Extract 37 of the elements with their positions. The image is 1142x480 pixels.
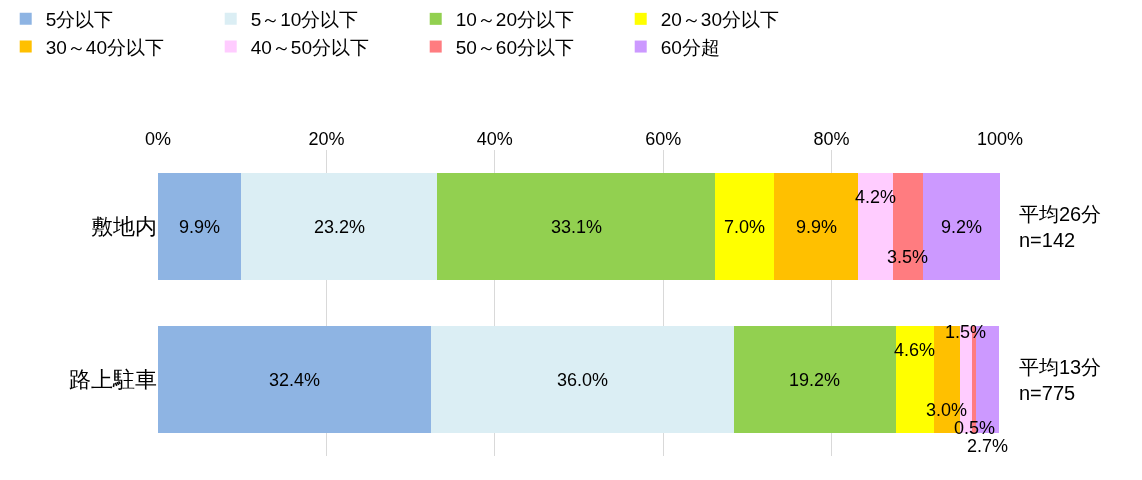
data-label: 32.4% [269, 370, 321, 390]
legend-label: 60分超 [660, 36, 720, 58]
data-label: 7.0% [724, 217, 766, 237]
bar [715, 172, 775, 281]
y-tick-label: 路上駐車 [69, 367, 157, 393]
x-tick-label: 100% [976, 129, 1024, 150]
x-tick-label: 20% [308, 129, 345, 150]
data-label: 33.1% [551, 217, 603, 237]
x-tick-label: 40% [476, 129, 513, 150]
bar [158, 172, 242, 281]
bar [158, 325, 431, 434]
legend-label: 5～10分以下 [250, 9, 359, 31]
data-label: 9.9% [179, 217, 221, 237]
bar [241, 172, 437, 281]
data-label: 23.2% [314, 217, 366, 237]
x-tick-label: 60% [645, 129, 682, 150]
legend-label: 30～40分以下 [45, 36, 164, 58]
data-label: 2.7% [967, 436, 1009, 456]
data-label: 3.5% [887, 247, 929, 267]
data-label: 36.0% [557, 370, 609, 390]
legend-label: 10～20分以下 [455, 9, 574, 31]
legend-label: 40～50分以下 [250, 36, 369, 58]
legend-label: 5分以下 [45, 9, 114, 31]
text: 平均13分 n=775 [1019, 356, 1102, 404]
bar [436, 172, 716, 281]
legend-label: 50～60分以下 [455, 36, 574, 58]
data-label: 19.2% [789, 370, 841, 390]
text: 平均26分 n=142 [1019, 203, 1102, 251]
y-tick-label: 敷地内 [91, 214, 157, 240]
bar [430, 325, 734, 434]
bar [733, 325, 896, 434]
data-label: 9.2% [941, 217, 983, 237]
data-label: 4.6% [894, 340, 936, 360]
x-tick-label: 80% [813, 129, 850, 150]
x-tick-label: 0% [144, 129, 172, 150]
data-label: 9.9% [796, 217, 838, 237]
legend-label: 20～30分以下 [660, 9, 779, 31]
